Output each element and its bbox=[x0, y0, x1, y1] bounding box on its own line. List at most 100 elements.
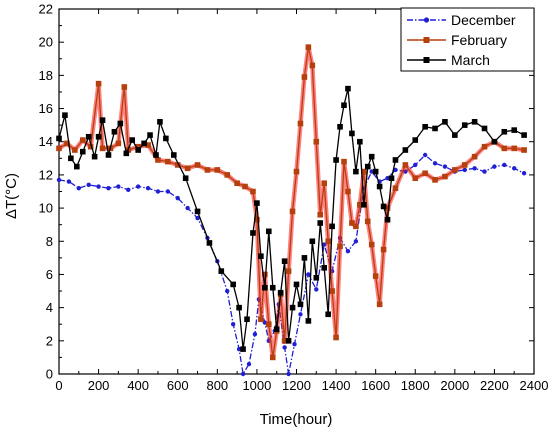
series-december-point bbox=[262, 320, 268, 325]
y-axis-title: ΔT(°C) bbox=[3, 173, 20, 219]
series-march-point bbox=[236, 304, 242, 311]
series-march-point bbox=[141, 140, 147, 147]
series-december-point bbox=[135, 184, 141, 189]
series-march-point bbox=[452, 132, 458, 138]
y-tick-label: 18 bbox=[39, 68, 53, 83]
series-december-point bbox=[86, 182, 91, 188]
series-december-point bbox=[230, 322, 236, 327]
series-layer bbox=[56, 44, 527, 377]
x-tick-label: 1400 bbox=[322, 378, 351, 393]
series-february-point bbox=[357, 201, 363, 208]
x-axis-title: Time(hour) bbox=[260, 411, 333, 428]
series-march-point bbox=[491, 138, 498, 145]
legend-marker-february bbox=[423, 37, 430, 43]
series-december-point bbox=[96, 184, 101, 189]
series-february-point bbox=[293, 168, 300, 175]
series-march-point bbox=[380, 203, 387, 210]
series-march-point bbox=[269, 284, 276, 291]
x-tick-label: 600 bbox=[167, 378, 189, 393]
x-tick-label: 0 bbox=[55, 378, 62, 393]
series-february-point bbox=[265, 321, 272, 328]
series-march-point bbox=[170, 152, 177, 158]
series-march-point bbox=[501, 128, 508, 135]
series-march-point bbox=[68, 155, 74, 162]
series-march-point bbox=[442, 119, 448, 125]
series-february-point bbox=[442, 173, 448, 180]
series-march-point bbox=[353, 168, 359, 175]
series-february-point bbox=[325, 238, 331, 245]
series-december-point bbox=[502, 162, 507, 168]
series-march-point bbox=[313, 274, 320, 281]
series-february-point bbox=[501, 145, 508, 152]
series-february-point bbox=[372, 273, 379, 279]
series-march-point bbox=[329, 223, 335, 230]
series-december-point bbox=[185, 205, 190, 211]
series-february-point bbox=[155, 157, 161, 163]
series-march-point bbox=[240, 346, 246, 352]
series-march-point bbox=[182, 175, 189, 182]
series-february-point bbox=[521, 147, 527, 153]
series-december-point bbox=[482, 169, 487, 174]
series-february-point bbox=[402, 162, 409, 168]
series-february-point bbox=[345, 188, 351, 195]
series-february-point bbox=[481, 143, 488, 150]
tick-labels: 0 200 400 600 800 1000 1200 1400 1600 1800 2000 220… bbox=[39, 2, 549, 394]
series-february-point bbox=[234, 180, 240, 187]
series-february-point bbox=[121, 84, 128, 90]
series-march-point bbox=[163, 135, 169, 142]
series-february-point bbox=[461, 162, 468, 168]
series-february-point bbox=[289, 208, 296, 215]
series-march bbox=[56, 85, 527, 352]
y-tick-label: 10 bbox=[39, 201, 53, 216]
x-tick-label: 1800 bbox=[401, 378, 430, 393]
series-february-point bbox=[376, 301, 383, 308]
series-march-point bbox=[129, 137, 136, 143]
series-march-point bbox=[250, 230, 256, 236]
series-december-point bbox=[246, 361, 252, 367]
series-december-point bbox=[252, 331, 258, 337]
series-december-point bbox=[298, 312, 303, 317]
series-december-point bbox=[353, 239, 359, 244]
x-tick-label: 1600 bbox=[361, 378, 390, 393]
x-tick-label: 2200 bbox=[480, 378, 509, 393]
series-march-point bbox=[254, 200, 260, 206]
series-february-point bbox=[79, 137, 86, 143]
series-december-point bbox=[236, 346, 242, 352]
series-february-point bbox=[471, 153, 478, 160]
series-february-point bbox=[309, 62, 316, 69]
series-march-point bbox=[345, 85, 351, 92]
series-december-point bbox=[306, 272, 311, 277]
series-february-point bbox=[349, 220, 355, 226]
series-december-point bbox=[175, 195, 180, 201]
series-march-point bbox=[135, 147, 141, 153]
series-february-point bbox=[95, 80, 102, 87]
series-february-point bbox=[364, 218, 371, 225]
legend-label-february: February bbox=[451, 32, 507, 48]
series-february-point bbox=[452, 167, 458, 173]
series-december-point bbox=[155, 189, 161, 194]
series-december-point bbox=[145, 185, 151, 191]
series-february-point bbox=[313, 138, 320, 145]
series-december-point bbox=[521, 171, 527, 176]
series-february-point bbox=[301, 74, 308, 80]
series-february-point bbox=[297, 120, 304, 127]
series-march-point bbox=[305, 318, 312, 324]
series-march-point bbox=[262, 284, 268, 291]
series-march-point bbox=[333, 157, 339, 163]
series-march-point bbox=[111, 128, 118, 135]
series-december-point bbox=[282, 345, 287, 350]
series-march-point bbox=[349, 130, 355, 137]
series-february-point bbox=[337, 243, 343, 250]
series-february-point bbox=[165, 158, 171, 165]
y-tick-label: 0 bbox=[46, 367, 53, 382]
axis-ticks bbox=[58, 8, 535, 375]
x-tick-label: 2000 bbox=[440, 378, 469, 393]
series-december-point bbox=[322, 242, 327, 247]
series-march-point bbox=[360, 201, 367, 208]
series-march-point bbox=[157, 119, 163, 125]
series-march-point bbox=[368, 153, 375, 160]
series-december-point bbox=[369, 169, 374, 174]
x-tick-label: 1000 bbox=[242, 378, 271, 393]
series-december-point bbox=[472, 166, 477, 171]
